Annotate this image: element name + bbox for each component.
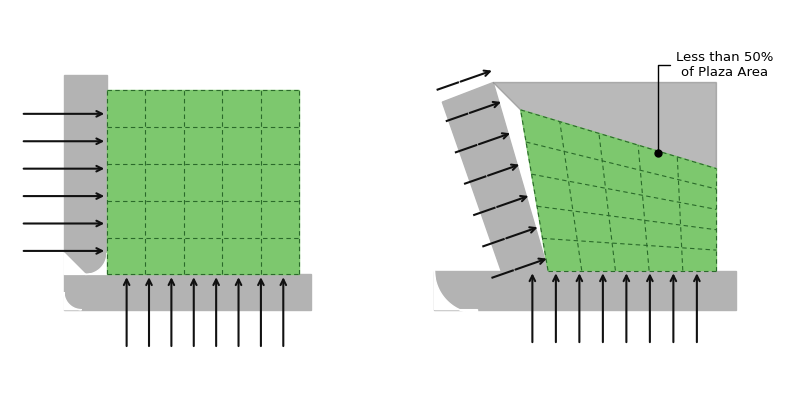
Polygon shape [64, 253, 107, 274]
Polygon shape [442, 82, 548, 270]
Polygon shape [64, 75, 107, 274]
Polygon shape [64, 274, 310, 310]
Text: Less than 50%
of Plaza Area: Less than 50% of Plaza Area [658, 51, 773, 150]
Polygon shape [494, 82, 717, 169]
Polygon shape [434, 270, 736, 310]
Polygon shape [107, 90, 299, 274]
Polygon shape [521, 110, 717, 270]
Polygon shape [434, 270, 478, 314]
Polygon shape [64, 292, 82, 310]
